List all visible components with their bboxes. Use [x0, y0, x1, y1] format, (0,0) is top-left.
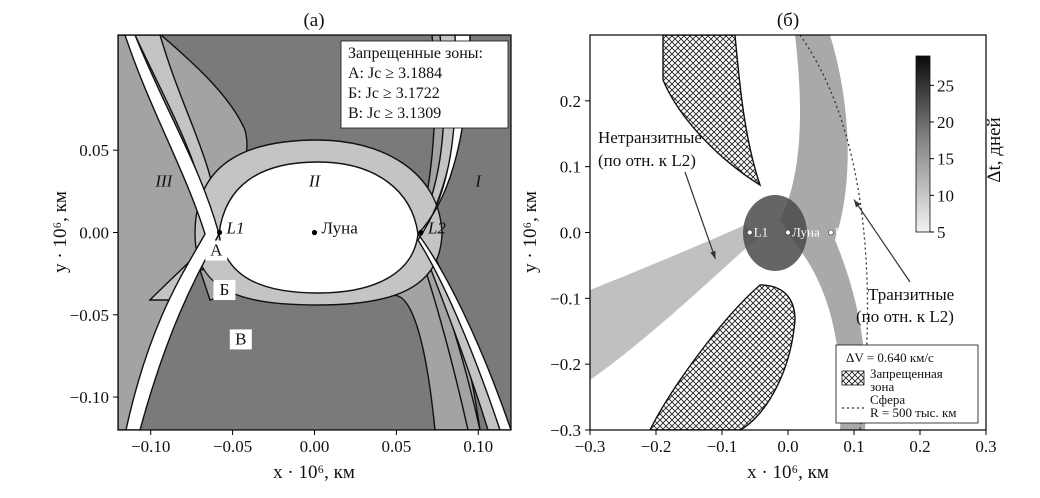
- colorbar-tick-label: 15: [937, 150, 954, 169]
- point-l1: [746, 229, 753, 236]
- panel-b-title: (б): [777, 10, 799, 31]
- panel-a-xtick-label: −0.05: [213, 437, 252, 456]
- trajectory-cluster: [743, 195, 807, 271]
- panel-a-ytick-label: −0.10: [70, 388, 109, 407]
- panel-b-ytick-label: −0.3: [550, 421, 581, 440]
- panel-b-xtick-label: 0.3: [975, 437, 996, 456]
- panel-b-ytick-label: −0.1: [550, 289, 581, 308]
- region-label-б: Б: [220, 280, 230, 299]
- point-луна: [311, 229, 318, 236]
- panel-a: (а) Запрещенные зоны: А: Jc ≥ 3.1884 Б: …: [50, 10, 512, 483]
- point-label-l2: L2: [427, 219, 446, 238]
- point-label-l2: L2: [835, 225, 849, 240]
- panel-b-ytick-label: −0.2: [550, 355, 581, 374]
- allowed-band-left: [124, 35, 220, 430]
- panel-a-xtick-label: 0.05: [382, 437, 412, 456]
- colorbar-ticks: 5 10 15 20 25: [930, 76, 954, 242]
- colorbar-tick-label: 5: [937, 223, 946, 242]
- point-l1: [216, 229, 223, 236]
- colorbar: [915, 55, 931, 233]
- annotation-arrow: [684, 171, 716, 260]
- point-label-l1: L1: [754, 225, 768, 240]
- panel-a-legend-entry-b: Б: Jc ≥ 3.1722: [348, 85, 440, 102]
- point-label-луна: Луна: [792, 225, 820, 240]
- panel-a-ytick-label: 0.05: [79, 141, 109, 160]
- panel-a-title: (а): [303, 10, 324, 31]
- annotation-transit-line2: (по отн. к L2): [856, 307, 954, 326]
- colorbar-tick-label: 20: [937, 113, 954, 132]
- panel-b-xtick-label: 0.0: [777, 437, 798, 456]
- panel-a-xlabel: x · 10⁶, км: [273, 462, 355, 483]
- annotation-nontransit-line2: (по отн. к L2): [598, 151, 696, 170]
- region-label-в: В: [235, 329, 246, 348]
- panel-b-legend-title: ΔV = 0.640 км/с: [846, 350, 934, 365]
- point-label-луна: Луна: [322, 219, 359, 238]
- forbidden-zone-upper: [662, 35, 762, 187]
- point-l2: [418, 229, 424, 236]
- point-луна: [785, 229, 791, 236]
- forbidden-zone-lower: [649, 284, 796, 430]
- panel-a-marks: −0.10 −0.05 0.00 0.05 0.10 0.05 0.00 −0.05 −0.10…: [70, 141, 493, 456]
- legend-entry-sphere-line2: R = 500 тыс. км: [870, 405, 956, 420]
- panel-a-xtick-label: 0.10: [463, 437, 493, 456]
- panel-b-xtick-label: 0.1: [843, 437, 864, 456]
- region-label-i: I: [474, 171, 482, 190]
- panel-b-marks: −0.3 −0.2 −0.1 0.0 0.1 0.2 0.3 0.2 0.1 0.0 −0.1 −0.…: [550, 92, 996, 456]
- legend-hatched-marker: [841, 370, 865, 386]
- region-label-bg: [229, 329, 252, 350]
- trajectory-band-transit: [780, 35, 867, 430]
- annotation-nontransit-line1: Нетранзитные: [598, 128, 702, 147]
- point-label-l1: L1: [226, 219, 245, 238]
- panel-a-legend-box: [340, 40, 509, 129]
- region-label-ii: II: [308, 171, 322, 190]
- panel-b-xtick-label: −0.1: [707, 437, 738, 456]
- annotation-arrowhead: [854, 199, 861, 208]
- region-label-bg: [205, 240, 228, 261]
- legend-entry-forbidden-line1: Запрещенная: [870, 366, 943, 381]
- annotation-transit-line1: Транзитные: [868, 285, 954, 304]
- region-label-iii: III: [154, 171, 173, 190]
- annotation-arrowhead: [710, 250, 716, 259]
- region-label-а: А: [210, 241, 223, 260]
- legend-entry-forbidden-line2: зона: [870, 379, 895, 394]
- panel-b: (б) −0.3 −0.2 −0.1 0.0 0.1 0.2 0.30.20.10.0−0.…: [520, 10, 1005, 483]
- allowed-band-right: [417, 35, 511, 430]
- panel-b-xtick-label: −0.3: [575, 437, 606, 456]
- region-label-bg: [213, 280, 236, 301]
- point-l2: [828, 229, 834, 236]
- panel-b-ylabel: y · 10⁶, км: [520, 191, 541, 273]
- panel-a-legend-title: Запрещенные зоны:: [348, 45, 483, 62]
- panel-b-xtick-label: −0.2: [641, 437, 672, 456]
- panel-a-xtick-label: −0.10: [131, 437, 170, 456]
- colorbar-label: Δt, дней: [984, 117, 1005, 182]
- panel-b-xtick-label: 0.2: [909, 437, 930, 456]
- panel-a-ytick-label: 0.00: [79, 224, 109, 243]
- panel-b-ytick-label: 0.2: [560, 92, 581, 111]
- colorbar-tick-label: 25: [937, 76, 954, 95]
- trajectory-band-nontransit: [590, 225, 760, 380]
- panel-a-ylabel: y · 10⁶, км: [50, 191, 71, 273]
- panel-a-ytick-label: −0.05: [70, 306, 109, 325]
- legend-entry-sphere-line1: Сфера: [870, 392, 905, 407]
- panel-a-legend-entry-c: В: Jc ≥ 3.1309: [348, 105, 441, 122]
- annotation-arrow: [853, 199, 911, 283]
- panel-b-ytick-label: 0.1: [560, 158, 581, 177]
- panel-b-ytick-label: 0.0: [560, 224, 581, 243]
- panel-a-legend-entry-a: А: Jc ≥ 3.1884: [348, 65, 442, 82]
- panel-a-xtick-label: 0.00: [300, 437, 330, 456]
- colorbar-tick-label: 10: [937, 186, 954, 205]
- panel-b-xlabel: x · 10⁶, км: [747, 462, 829, 483]
